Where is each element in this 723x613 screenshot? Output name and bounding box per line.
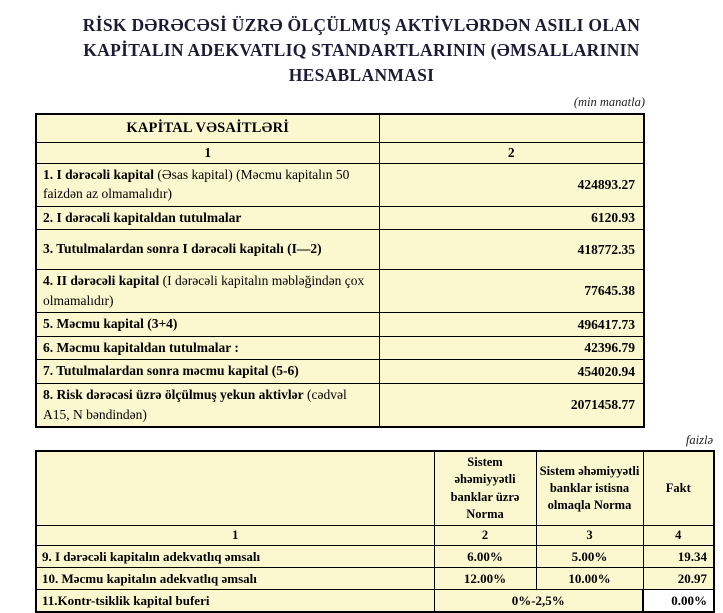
table-row: 4. II dərəcəli kapital (I dərəcəli kapit… xyxy=(35,269,645,314)
row-label-bold: 2. I dərəcəli kapitaldan tutulmalar xyxy=(43,209,242,225)
row-value: 77645.38 xyxy=(378,269,645,314)
row-label-bold: 7. Tutulmalardan sonra məcmu kapital (5-… xyxy=(43,363,299,379)
row-value: 496417.73 xyxy=(378,312,645,337)
row-label: 6. Məcmu kapitaldan tutulmalar : xyxy=(35,335,380,361)
column-number-2: 2 xyxy=(433,525,537,547)
row-fakt: 20.97 xyxy=(642,567,715,591)
capital-table-colnum-row: 1 2 xyxy=(35,141,645,164)
document-title-line-2: KAPİTALIN ADEKVATLIQ STANDARTLARININ (ƏM… xyxy=(83,39,640,60)
row-norma-merged: 0%-2,5% xyxy=(433,589,644,613)
table-row: 10. Məcmu kapitalın adekvatlıq əmsalı 12… xyxy=(35,567,715,591)
capital-table-empty-header-cell xyxy=(378,113,645,143)
row-value: 42396.79 xyxy=(378,335,645,361)
row-label: 7. Tutulmalardan sonra məcmu kapital (5-… xyxy=(35,359,380,385)
row-label: 2. I dərəcəli kapitaldan tutulmalar xyxy=(35,205,380,231)
document-title: RİSK DƏRƏCƏSİ ÜZRƏ ÖLÇÜLMUŞ AKTİVLƏRDƏN … xyxy=(10,13,713,88)
row-label: 9. I dərəcəli kapitalın adekvatlıq əmsal… xyxy=(35,545,435,569)
row-label-bold: 5. Məcmu kapital (3+4) xyxy=(43,316,178,332)
column-number-2: 2 xyxy=(378,141,645,164)
row-label: 3. Tutulmalardan sonra I dərəcəli kapita… xyxy=(35,229,380,271)
row-label: 11.Kontr-tsiklik kapital buferi xyxy=(35,589,435,613)
capital-table: KAPİTAL VƏSAİTLƏRİ 1 2 1. I dərəcəli kap… xyxy=(35,112,645,429)
row-label: 5. Məcmu kapital (3+4) xyxy=(35,312,380,337)
ratio-header-norma-sistem: Sistem əhəmiyyətli banklar üzrə Norma xyxy=(433,450,537,527)
row-label: 10. Məcmu kapitalın adekvatlıq əmsalı xyxy=(35,567,435,591)
row-value: 6120.93 xyxy=(378,205,645,231)
row-fakt-highlighted: 0.00% xyxy=(642,589,715,613)
capital-table-header-row: KAPİTAL VƏSAİTLƏRİ xyxy=(35,113,645,143)
row-norma-sistem: 12.00% xyxy=(433,567,537,591)
row-value: 424893.27 xyxy=(378,162,645,207)
ratio-table: Sistem əhəmiyyətli banklar üzrə Norma Si… xyxy=(35,450,715,613)
row-label: 1. I dərəcəli kapital (Əsas kapital) (Mə… xyxy=(35,162,380,207)
table-row: 1. I dərəcəli kapital (Əsas kapital) (Mə… xyxy=(35,162,645,207)
row-label: 8. Risk dərəcəsi üzrə ölçülmuş yekun akt… xyxy=(35,383,380,428)
ratio-header-fakt: Fakt xyxy=(642,450,715,527)
unit-note-min-manatla: (min manatla) xyxy=(573,94,645,109)
row-norma-istisna: 10.00% xyxy=(535,567,644,591)
table-row: 11.Kontr-tsiklik kapital buferi 0%-2,5% … xyxy=(35,589,715,613)
table-row: 3. Tutulmalardan sonra I dərəcəli kapita… xyxy=(35,229,645,271)
row-label-bold: 4. II dərəcəli kapital xyxy=(43,273,160,289)
row-label-bold: 3. Tutulmalardan sonra I dərəcəli kapita… xyxy=(43,241,322,257)
row-value: 418772.35 xyxy=(378,229,645,271)
table-row: 8. Risk dərəcəsi üzrə ölçülmuş yekun akt… xyxy=(35,383,645,428)
table-row: 9. I dərəcəli kapitalın adekvatlıq əmsal… xyxy=(35,545,715,569)
unit-note-faizle: faizlə xyxy=(685,433,713,448)
row-label-bold: 6. Məcmu kapitaldan tutulmalar : xyxy=(43,339,239,355)
ratio-table-colnum-row: 1 2 3 4 xyxy=(35,525,715,547)
document-title-line-3: HESABLANMASI xyxy=(288,64,435,85)
row-value: 2071458.77 xyxy=(378,383,645,428)
row-label-rest: (I dərəcəli kapitalın məbləğindən çox ol… xyxy=(43,273,365,308)
row-value: 454020.94 xyxy=(378,359,645,385)
ratio-header-norma-istisna: Sistem əhəmiyyətli banklar istisna olmaq… xyxy=(535,450,644,527)
table-row: 7. Tutulmalardan sonra məcmu kapital (5-… xyxy=(35,359,645,385)
column-number-4: 4 xyxy=(642,525,715,547)
row-norma-sistem: 6.00% xyxy=(433,545,537,569)
row-fakt: 19.34 xyxy=(642,545,715,569)
capital-table-title-cell: KAPİTAL VƏSAİTLƏRİ xyxy=(35,113,380,143)
row-label-bold: 1. I dərəcəli kapital xyxy=(43,166,154,182)
page: { "header": { "title_lines": [ "RİSK DƏR… xyxy=(0,13,723,613)
column-number-3: 3 xyxy=(535,525,644,547)
table-row: 2. I dərəcəli kapitaldan tutulmalar 6120… xyxy=(35,205,645,231)
table-row: 5. Məcmu kapital (3+4) 496417.73 xyxy=(35,312,645,337)
row-label: 4. II dərəcəli kapital (I dərəcəli kapit… xyxy=(35,269,380,314)
column-number-1: 1 xyxy=(35,141,380,164)
table-row: 6. Məcmu kapitaldan tutulmalar : 42396.7… xyxy=(35,335,645,361)
row-label-rest: (cədvəl A15, N bəndindən) xyxy=(43,387,347,422)
ratio-header-empty-cell xyxy=(35,450,435,527)
row-label-bold: 8. Risk dərəcəsi üzrə ölçülmuş yekun akt… xyxy=(43,387,304,403)
column-number-1: 1 xyxy=(35,525,435,547)
ratio-table-header-row: Sistem əhəmiyyətli banklar üzrə Norma Si… xyxy=(35,450,715,527)
row-label-rest: (Əsas kapital) (Məcmu kapitalın 50 faizd… xyxy=(43,166,350,202)
document-title-line-1: RİSK DƏRƏCƏSİ ÜZRƏ ÖLÇÜLMUŞ AKTİVLƏRDƏN … xyxy=(82,15,641,35)
row-norma-istisna: 5.00% xyxy=(535,545,644,569)
